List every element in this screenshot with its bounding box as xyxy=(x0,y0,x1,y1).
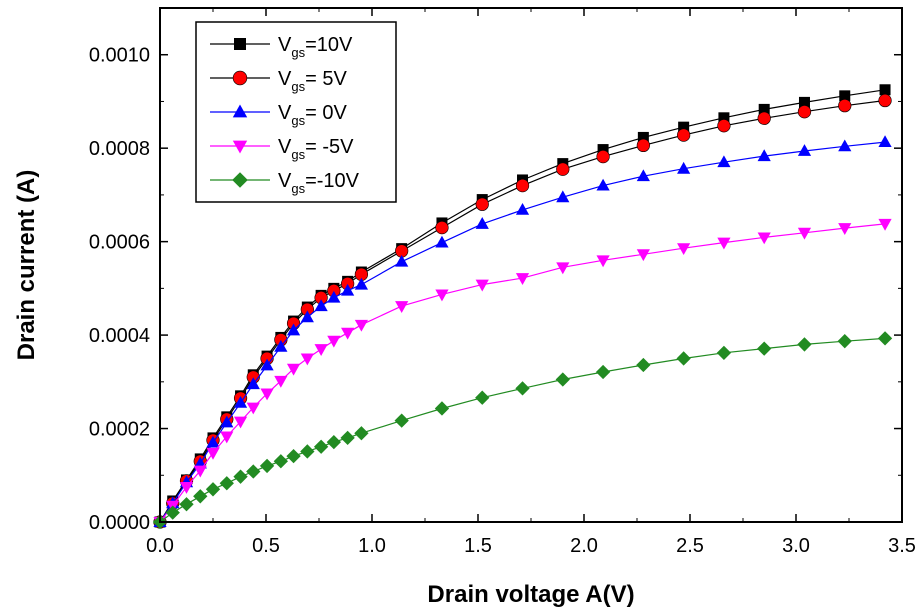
data-point xyxy=(677,129,690,142)
legend-label-main: V xyxy=(278,102,292,124)
x-tick-label: 2.0 xyxy=(570,535,598,557)
legend-label-subscript: gs xyxy=(291,45,305,60)
x-tick-label: 0.5 xyxy=(252,535,280,557)
x-tick-label: 3.5 xyxy=(888,535,916,557)
data-point xyxy=(516,179,529,192)
data-point xyxy=(838,99,851,112)
legend-label-subscript: gs xyxy=(291,79,305,94)
data-point xyxy=(637,139,650,152)
legend-marker xyxy=(234,38,246,50)
legend-label-main: V xyxy=(278,136,292,158)
legend-marker xyxy=(233,71,247,85)
y-tick-label: 0.0008 xyxy=(89,138,150,160)
legend-label-subscript: gs xyxy=(291,181,305,196)
y-tick-label: 0.0010 xyxy=(89,45,150,67)
legend-label-main: V xyxy=(278,34,292,56)
data-point xyxy=(798,105,811,118)
data-point xyxy=(718,119,731,132)
legend-label-rest: = -5V xyxy=(305,136,354,158)
legend-label-main: V xyxy=(278,68,292,90)
legend-label-rest: = 5V xyxy=(305,68,347,90)
x-tick-label: 1.0 xyxy=(358,535,386,557)
legend-label-rest: = 0V xyxy=(305,102,347,124)
data-point xyxy=(758,112,771,125)
y-tick-label: 0.0004 xyxy=(89,325,150,347)
x-tick-label: 3.0 xyxy=(782,535,810,557)
x-tick-label: 1.5 xyxy=(464,535,492,557)
data-point xyxy=(556,163,569,176)
legend-label-subscript: gs xyxy=(291,147,305,162)
data-point xyxy=(436,221,449,234)
legend-label-main: V xyxy=(278,170,292,192)
x-tick-label: 2.5 xyxy=(676,535,704,557)
data-point xyxy=(476,198,489,211)
data-point xyxy=(879,94,892,107)
legend-label-rest: =10V xyxy=(305,34,353,56)
legend-label-subscript: gs xyxy=(291,113,305,128)
legend-label-rest: =-10V xyxy=(305,170,360,192)
y-tick-label: 0.0000 xyxy=(89,512,150,534)
data-point xyxy=(880,84,891,95)
y-tick-label: 0.0006 xyxy=(89,232,150,254)
y-axis-label: Drain current (A) xyxy=(13,170,40,361)
data-point xyxy=(597,150,610,163)
x-tick-label: 0.0 xyxy=(146,535,174,557)
x-axis-label: Drain voltage A(V) xyxy=(427,581,634,608)
y-tick-label: 0.0002 xyxy=(89,419,150,441)
